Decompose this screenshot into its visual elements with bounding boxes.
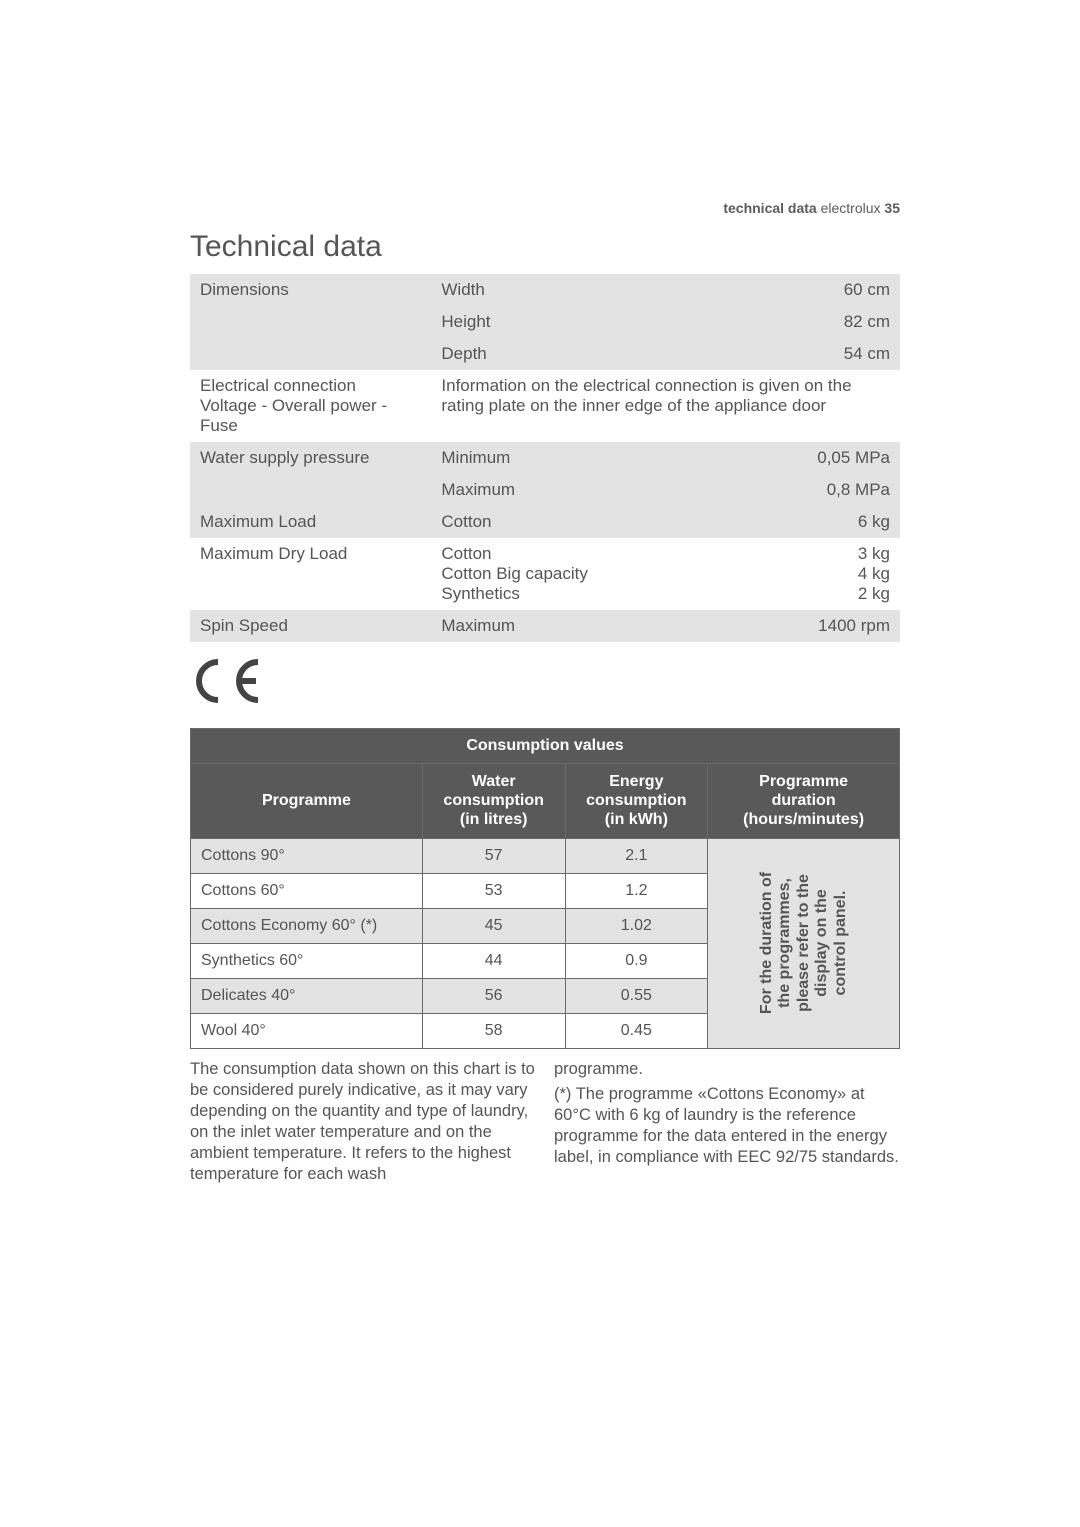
spec-mid: CottonCotton Big capacitySynthetics	[431, 538, 729, 610]
spec-label: Maximum Load	[190, 506, 431, 538]
spec-table: DimensionsWidth60 cmHeight82 cmDepth54 c…	[190, 274, 900, 642]
spec-row: DimensionsWidth60 cm	[190, 274, 900, 306]
water-value: 58	[422, 1013, 565, 1048]
spec-mid: Cotton	[431, 506, 729, 538]
spec-mid: Width	[431, 274, 729, 306]
spec-label: Water supply pressure	[190, 442, 431, 506]
programme-name: Wool 40°	[191, 1013, 423, 1048]
footnote-right: (*) The programme «Cottons Economy» at 6…	[554, 1084, 900, 1168]
programme-name: Cottons Economy 60° (*)	[191, 908, 423, 943]
spec-value: 3 kg4 kg2 kg	[730, 538, 900, 610]
spec-label: Dimensions	[190, 274, 431, 370]
spec-row: Maximum LoadCotton6 kg	[190, 506, 900, 538]
consumption-header-row: ProgrammeWaterconsumption(in litres)Ener…	[191, 764, 900, 839]
programme-name: Delicates 40°	[191, 978, 423, 1013]
spec-label: Maximum Dry Load	[190, 538, 431, 610]
spec-value: 54 cm	[730, 338, 900, 370]
spec-row: Water supply pressureMinimum0,05 MPa	[190, 442, 900, 474]
spec-mid: Information on the electrical connection…	[431, 370, 900, 442]
page-number: 35	[884, 200, 900, 216]
spec-row: Maximum Dry LoadCottonCotton Big capacit…	[190, 538, 900, 610]
spec-value: 82 cm	[730, 306, 900, 338]
programme-name: Cottons 60°	[191, 873, 423, 908]
programme-name: Synthetics 60°	[191, 943, 423, 978]
consumption-header: Waterconsumption(in litres)	[422, 764, 565, 839]
consumption-header: Programmeduration(hours/minutes)	[708, 764, 900, 839]
consumption-header: Programme	[191, 764, 423, 839]
water-value: 44	[422, 943, 565, 978]
spec-label: Spin Speed	[190, 610, 431, 642]
spec-row: Spin SpeedMaximum1400 rpm	[190, 610, 900, 642]
spec-mid: Minimum	[431, 442, 729, 474]
footnotes: The consumption data shown on this chart…	[190, 1059, 900, 1186]
page-title: Technical data	[190, 230, 900, 264]
footnote-left: The consumption data shown on this chart…	[190, 1059, 536, 1186]
header-brand: electrolux	[821, 200, 881, 216]
spec-mid: Depth	[431, 338, 729, 370]
energy-value: 0.55	[565, 978, 708, 1013]
energy-value: 2.1	[565, 838, 708, 873]
water-value: 45	[422, 908, 565, 943]
spec-value: 1400 rpm	[730, 610, 900, 642]
spec-mid: Maximum	[431, 610, 729, 642]
spec-value: 0,05 MPa	[730, 442, 900, 474]
ce-mark-icon	[190, 656, 900, 718]
spec-row: Electrical connectionVoltage - Overall p…	[190, 370, 900, 442]
water-value: 56	[422, 978, 565, 1013]
duration-note-cell: For the duration ofthe programmes,please…	[708, 838, 900, 1048]
energy-value: 0.45	[565, 1013, 708, 1048]
consumption-table: Consumption valuesProgrammeWaterconsumpt…	[190, 728, 900, 1049]
spec-mid: Maximum	[431, 474, 729, 506]
page-header: technical data electrolux 35	[190, 200, 900, 216]
spec-value: 0,8 MPa	[730, 474, 900, 506]
energy-value: 0.9	[565, 943, 708, 978]
programme-name: Cottons 90°	[191, 838, 423, 873]
energy-value: 1.2	[565, 873, 708, 908]
spec-label: Electrical connectionVoltage - Overall p…	[190, 370, 431, 442]
table-row: Cottons 90°572.1For the duration ofthe p…	[191, 838, 900, 873]
spec-value: 60 cm	[730, 274, 900, 306]
consumption-header: Energyconsumption(in kWh)	[565, 764, 708, 839]
header-section: technical data	[723, 200, 816, 216]
consumption-title: Consumption values	[191, 729, 900, 764]
energy-value: 1.02	[565, 908, 708, 943]
spec-mid: Height	[431, 306, 729, 338]
spec-value: 6 kg	[730, 506, 900, 538]
water-value: 53	[422, 873, 565, 908]
water-value: 57	[422, 838, 565, 873]
footnote-right-lead: programme.	[554, 1059, 900, 1080]
